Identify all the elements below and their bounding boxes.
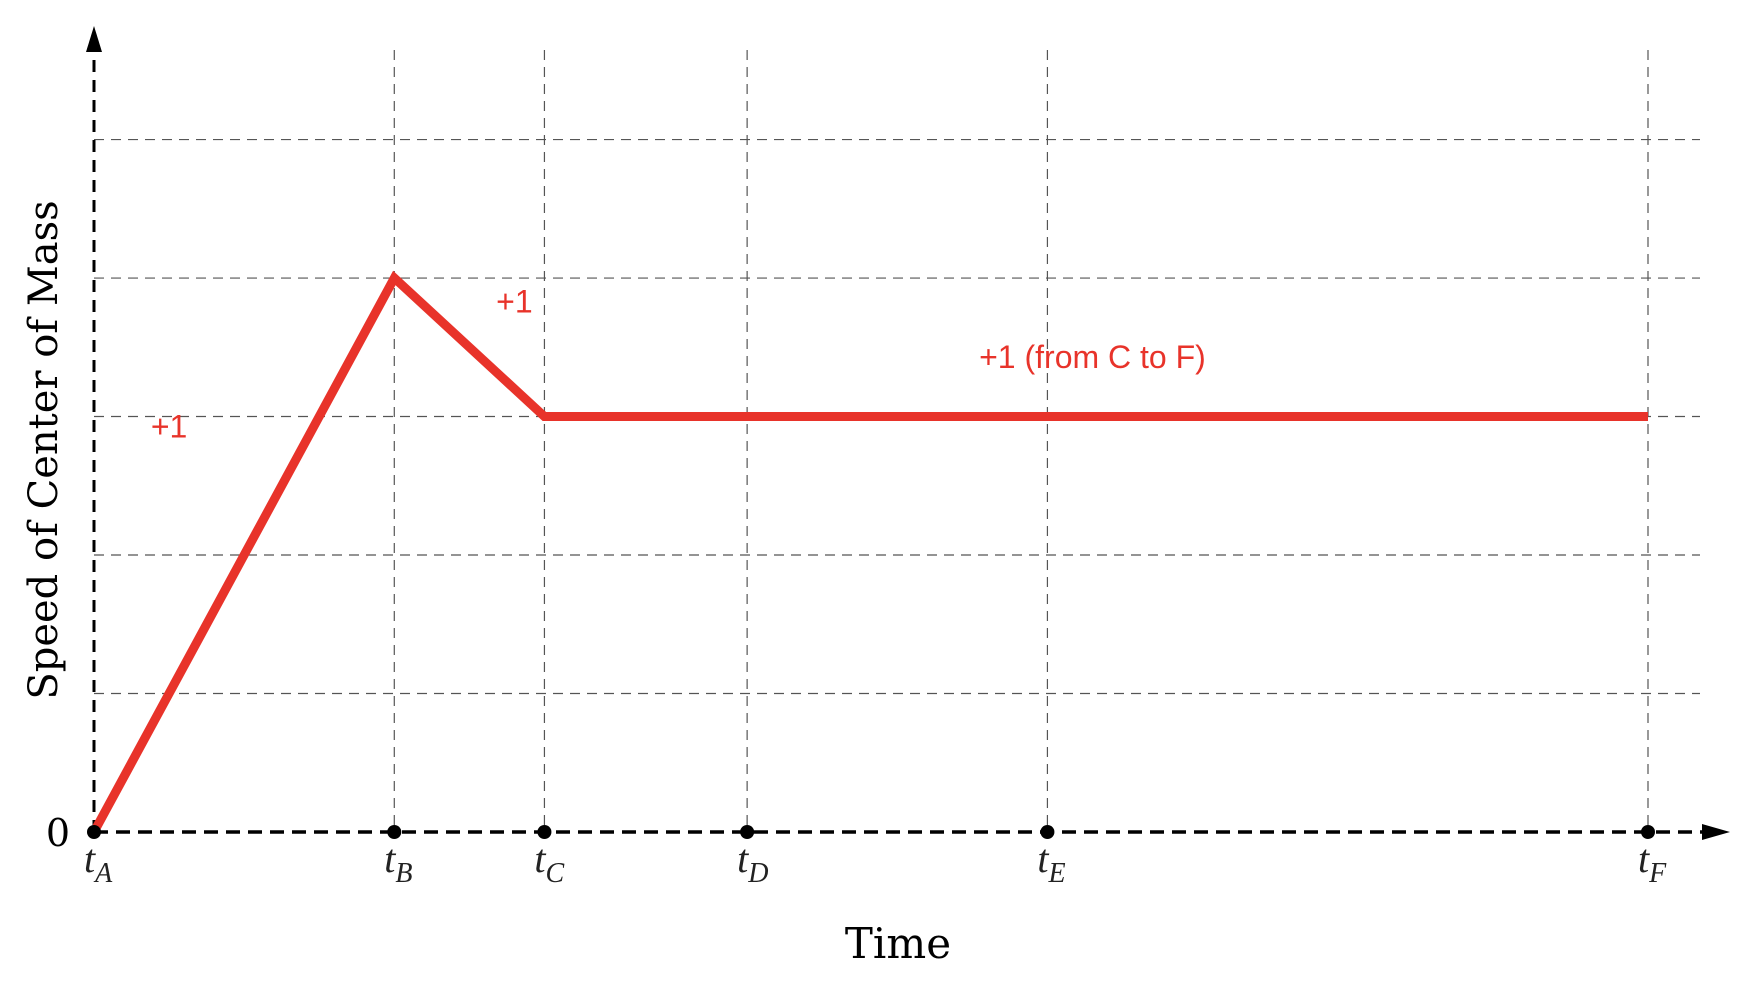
x-tick-dot xyxy=(740,825,755,839)
x-tick-dot xyxy=(1040,825,1055,839)
x-axis-arrowhead xyxy=(1702,824,1730,840)
y-tick-label: 0 xyxy=(46,811,70,855)
x-tick-label: tC xyxy=(534,836,564,889)
annotation-label: +1 xyxy=(496,284,532,320)
x-tick-dot xyxy=(87,825,101,839)
x-tick-label: tF xyxy=(1638,836,1667,889)
x-tick-label: tE xyxy=(1037,836,1065,889)
annotations-layer: +1 +1 +1 (from C to F) xyxy=(151,284,1206,445)
grid-layer xyxy=(94,50,1700,832)
axes-layer xyxy=(86,26,1730,840)
x-tick-dot xyxy=(537,825,552,839)
y-axis-arrowhead xyxy=(86,26,102,52)
speed-series-line xyxy=(90,270,1648,835)
x-axis-label: Time xyxy=(845,919,951,968)
annotation-label: +1 xyxy=(151,408,187,444)
x-tick-label: tA xyxy=(84,836,113,889)
x-tick-labels: tA tB tC tD tE tF xyxy=(84,836,1667,889)
series-layer xyxy=(90,270,1648,835)
x-tick-dot xyxy=(1641,825,1655,839)
x-tick-label: tD xyxy=(737,836,768,889)
y-axis-label: Speed of Center of Mass xyxy=(21,200,67,699)
x-tick-label: tB xyxy=(384,836,412,889)
tick-dots-layer xyxy=(87,825,1655,839)
annotation-label: +1 (from C to F) xyxy=(979,339,1206,375)
x-tick-dot xyxy=(387,825,402,839)
